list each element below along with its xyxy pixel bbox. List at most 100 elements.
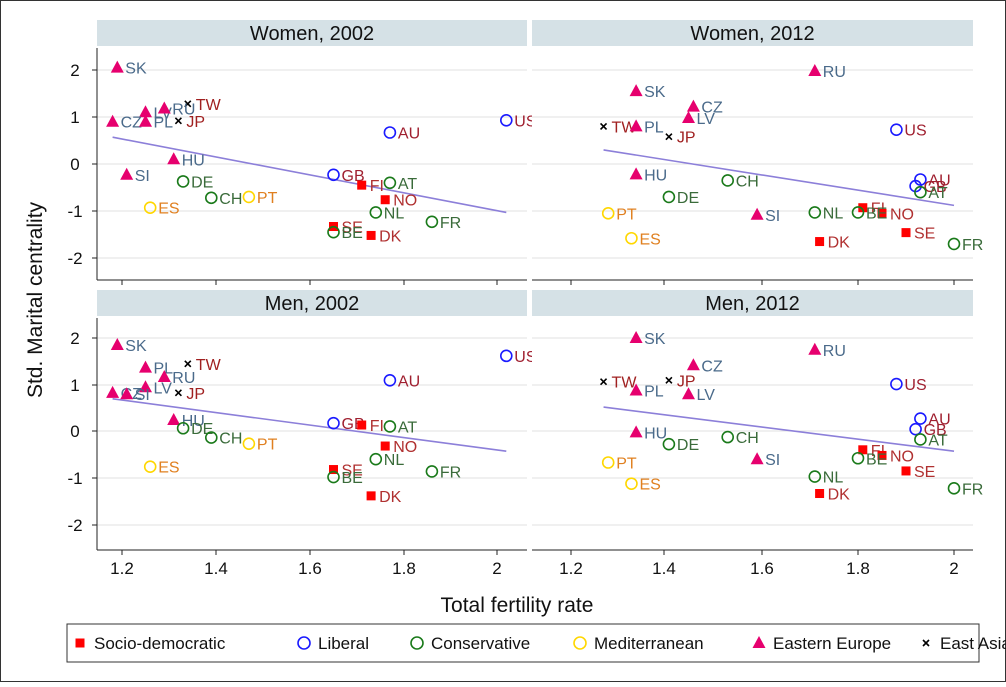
marker-circle xyxy=(383,126,397,139)
point-label: FR xyxy=(962,481,983,498)
point-label: FR xyxy=(962,237,983,254)
point-label: AT xyxy=(398,419,417,436)
panel-strip xyxy=(532,20,973,46)
legend-label: Liberal xyxy=(318,634,369,653)
x-tick-label: 1.6 xyxy=(750,559,774,578)
legend-label: Mediterranean xyxy=(594,634,704,653)
point-label: BE xyxy=(866,451,887,468)
point-us: US xyxy=(499,113,537,130)
point-no: NO xyxy=(877,206,914,223)
point-label: TW xyxy=(612,375,638,392)
point-si: SI xyxy=(750,452,780,469)
marker-triangle xyxy=(808,63,822,76)
marker-circle xyxy=(662,190,676,204)
marker-triangle xyxy=(139,105,152,118)
panel-title: Men, 2002 xyxy=(265,293,360,315)
marker-square xyxy=(357,420,367,430)
point-label: US xyxy=(514,349,536,366)
marker-square xyxy=(366,491,376,501)
marker-x xyxy=(599,378,608,386)
point-no: NO xyxy=(380,193,417,210)
point-label: DK xyxy=(379,228,402,245)
point-si: SI xyxy=(750,207,780,225)
point-label: PL xyxy=(644,119,664,136)
point-at: AT xyxy=(914,432,948,449)
point-se: SE xyxy=(329,463,363,480)
point-sk: SK xyxy=(110,338,147,355)
marker-circle xyxy=(499,349,513,363)
point-no: NO xyxy=(380,439,417,456)
point-label: ES xyxy=(158,460,179,477)
marker-triangle xyxy=(629,119,643,132)
legend-marker-triangle xyxy=(752,636,766,648)
marker-circle xyxy=(947,237,961,251)
marker-circle xyxy=(499,113,513,127)
legend-item-1: Liberal xyxy=(297,634,369,653)
point-label: CZ xyxy=(701,358,723,375)
point-si: SI xyxy=(120,387,150,404)
point-fr: FR xyxy=(425,464,461,481)
marker-triangle xyxy=(106,114,120,127)
point-label: PT xyxy=(257,437,278,454)
point-ru: RU xyxy=(808,63,846,81)
marker-triangle xyxy=(629,383,643,396)
point-label: NL xyxy=(823,205,844,222)
point-label: SE xyxy=(914,464,935,481)
marker-circle xyxy=(625,477,638,490)
point-label: SK xyxy=(644,84,666,101)
point-label: CH xyxy=(736,173,759,190)
marker-circle xyxy=(808,470,822,483)
point-label: TW xyxy=(196,357,222,374)
marker-triangle xyxy=(157,101,171,114)
marker-triangle xyxy=(808,342,822,355)
point-label: RU xyxy=(172,102,195,119)
point-tw: TW xyxy=(599,119,637,136)
marker-square xyxy=(858,445,868,455)
marker-triangle xyxy=(139,114,152,127)
marker-circle xyxy=(851,451,865,465)
point-jp: JP xyxy=(174,386,205,403)
point-label: FR xyxy=(440,215,461,232)
point-label: AT xyxy=(928,185,947,202)
point-label: AT xyxy=(928,432,947,449)
panel-strip xyxy=(97,290,527,316)
marker-circle xyxy=(851,206,865,219)
point-label: DK xyxy=(828,235,851,252)
plot-area xyxy=(97,318,527,550)
x-axis-label: Total fertility rate xyxy=(441,594,594,617)
point-be: BE xyxy=(851,451,887,468)
fit-line xyxy=(112,136,507,214)
point-fi: FI xyxy=(357,178,384,195)
marker-triangle xyxy=(110,60,124,73)
legend-item-4: Eastern Europe xyxy=(752,634,891,653)
point-dk: DK xyxy=(815,235,850,252)
point-fr: FR xyxy=(947,237,983,254)
marker-square xyxy=(877,450,887,460)
point-gb: GB xyxy=(327,168,365,185)
point-jp: JP xyxy=(665,130,696,147)
point-label: SI xyxy=(765,452,780,469)
x-tick-label: 2 xyxy=(492,559,501,578)
marker-x xyxy=(184,100,192,108)
point-hu: HU xyxy=(167,152,205,169)
point-label: NO xyxy=(393,193,417,210)
marker-x xyxy=(184,360,192,368)
point-label: LV xyxy=(697,111,716,128)
point-at: AT xyxy=(383,176,417,193)
point-label: HU xyxy=(644,425,667,442)
point-label: RU xyxy=(823,343,846,360)
point-label: US xyxy=(514,113,536,130)
marker-circle xyxy=(909,422,922,436)
fit-line xyxy=(603,406,955,453)
marker-x xyxy=(599,122,608,130)
marker-x xyxy=(174,389,182,397)
panel-4: Men, 2012 1.2 1.4 1.6 1.8 2 SK RU CZ TW JP US PL LV AU… xyxy=(532,290,983,578)
marker-circle xyxy=(383,420,397,433)
legend-marker-circle xyxy=(410,636,424,650)
y-tick-label: 0 xyxy=(70,422,79,441)
point-label: SI xyxy=(135,387,150,404)
point-label: NO xyxy=(890,448,914,465)
point-sk: SK xyxy=(629,331,666,348)
point-label: AU xyxy=(928,173,950,190)
